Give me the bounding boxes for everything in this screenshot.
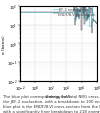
JEF-2 evaluation bbox=[93, 20, 94, 21]
Line: JEF-2 evaluation: JEF-2 evaluation bbox=[20, 5, 97, 27]
JEF-2 evaluation bbox=[24, 12, 25, 13]
ENDF/B-VI evaluation bbox=[85, 1, 86, 2]
JEF-2 evaluation bbox=[19, 12, 21, 13]
ENDF/B-VI evaluation bbox=[19, 12, 21, 13]
JEF-2 evaluation bbox=[40, 12, 41, 13]
Line: ENDF/B-VI evaluation: ENDF/B-VI evaluation bbox=[20, 1, 97, 34]
ENDF/B-VI evaluation bbox=[55, 12, 57, 13]
ENDF/B-VI evaluation bbox=[36, 12, 37, 13]
JEF-2 evaluation bbox=[90, 15, 91, 17]
JEF-2 evaluation bbox=[34, 12, 35, 13]
ENDF/B-VI evaluation bbox=[96, 24, 98, 25]
ENDF/B-VI evaluation bbox=[63, 12, 64, 13]
JEF-2 evaluation bbox=[22, 12, 24, 13]
Text: The blue plot corresponds to the total NRG cross-section from
the JEF-2 evaluati: The blue plot corresponds to the total N… bbox=[3, 94, 100, 113]
JEF-2 evaluation bbox=[89, 26, 90, 28]
ENDF/B-VI evaluation bbox=[90, 9, 91, 10]
JEF-2 evaluation bbox=[73, 4, 74, 6]
ENDF/B-VI evaluation bbox=[40, 12, 41, 13]
ENDF/B-VI evaluation bbox=[92, 33, 93, 35]
ENDF/B-VI evaluation bbox=[54, 12, 55, 13]
X-axis label: Energy (eV): Energy (eV) bbox=[46, 94, 71, 98]
Y-axis label: σ (barns): σ (barns) bbox=[2, 35, 6, 53]
JEF-2 evaluation bbox=[96, 23, 98, 25]
Legend: JEF-2 evaluation, ENDF/B-VI evaluation: JEF-2 evaluation, ENDF/B-VI evaluation bbox=[53, 8, 96, 17]
